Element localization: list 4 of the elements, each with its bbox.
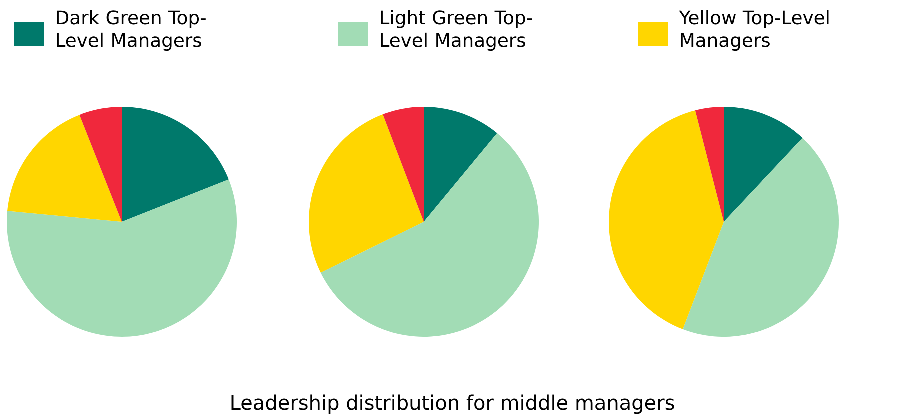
text: Leadership distribution for middle managers: [232, 395, 674, 414]
legend-label: Light Green Top-Level Managers: [381, 10, 532, 52]
legend-label: Dark Green Top-Level Managers: [57, 10, 206, 52]
legend-label: Yellow Top-Level Managers: [679, 10, 829, 52]
